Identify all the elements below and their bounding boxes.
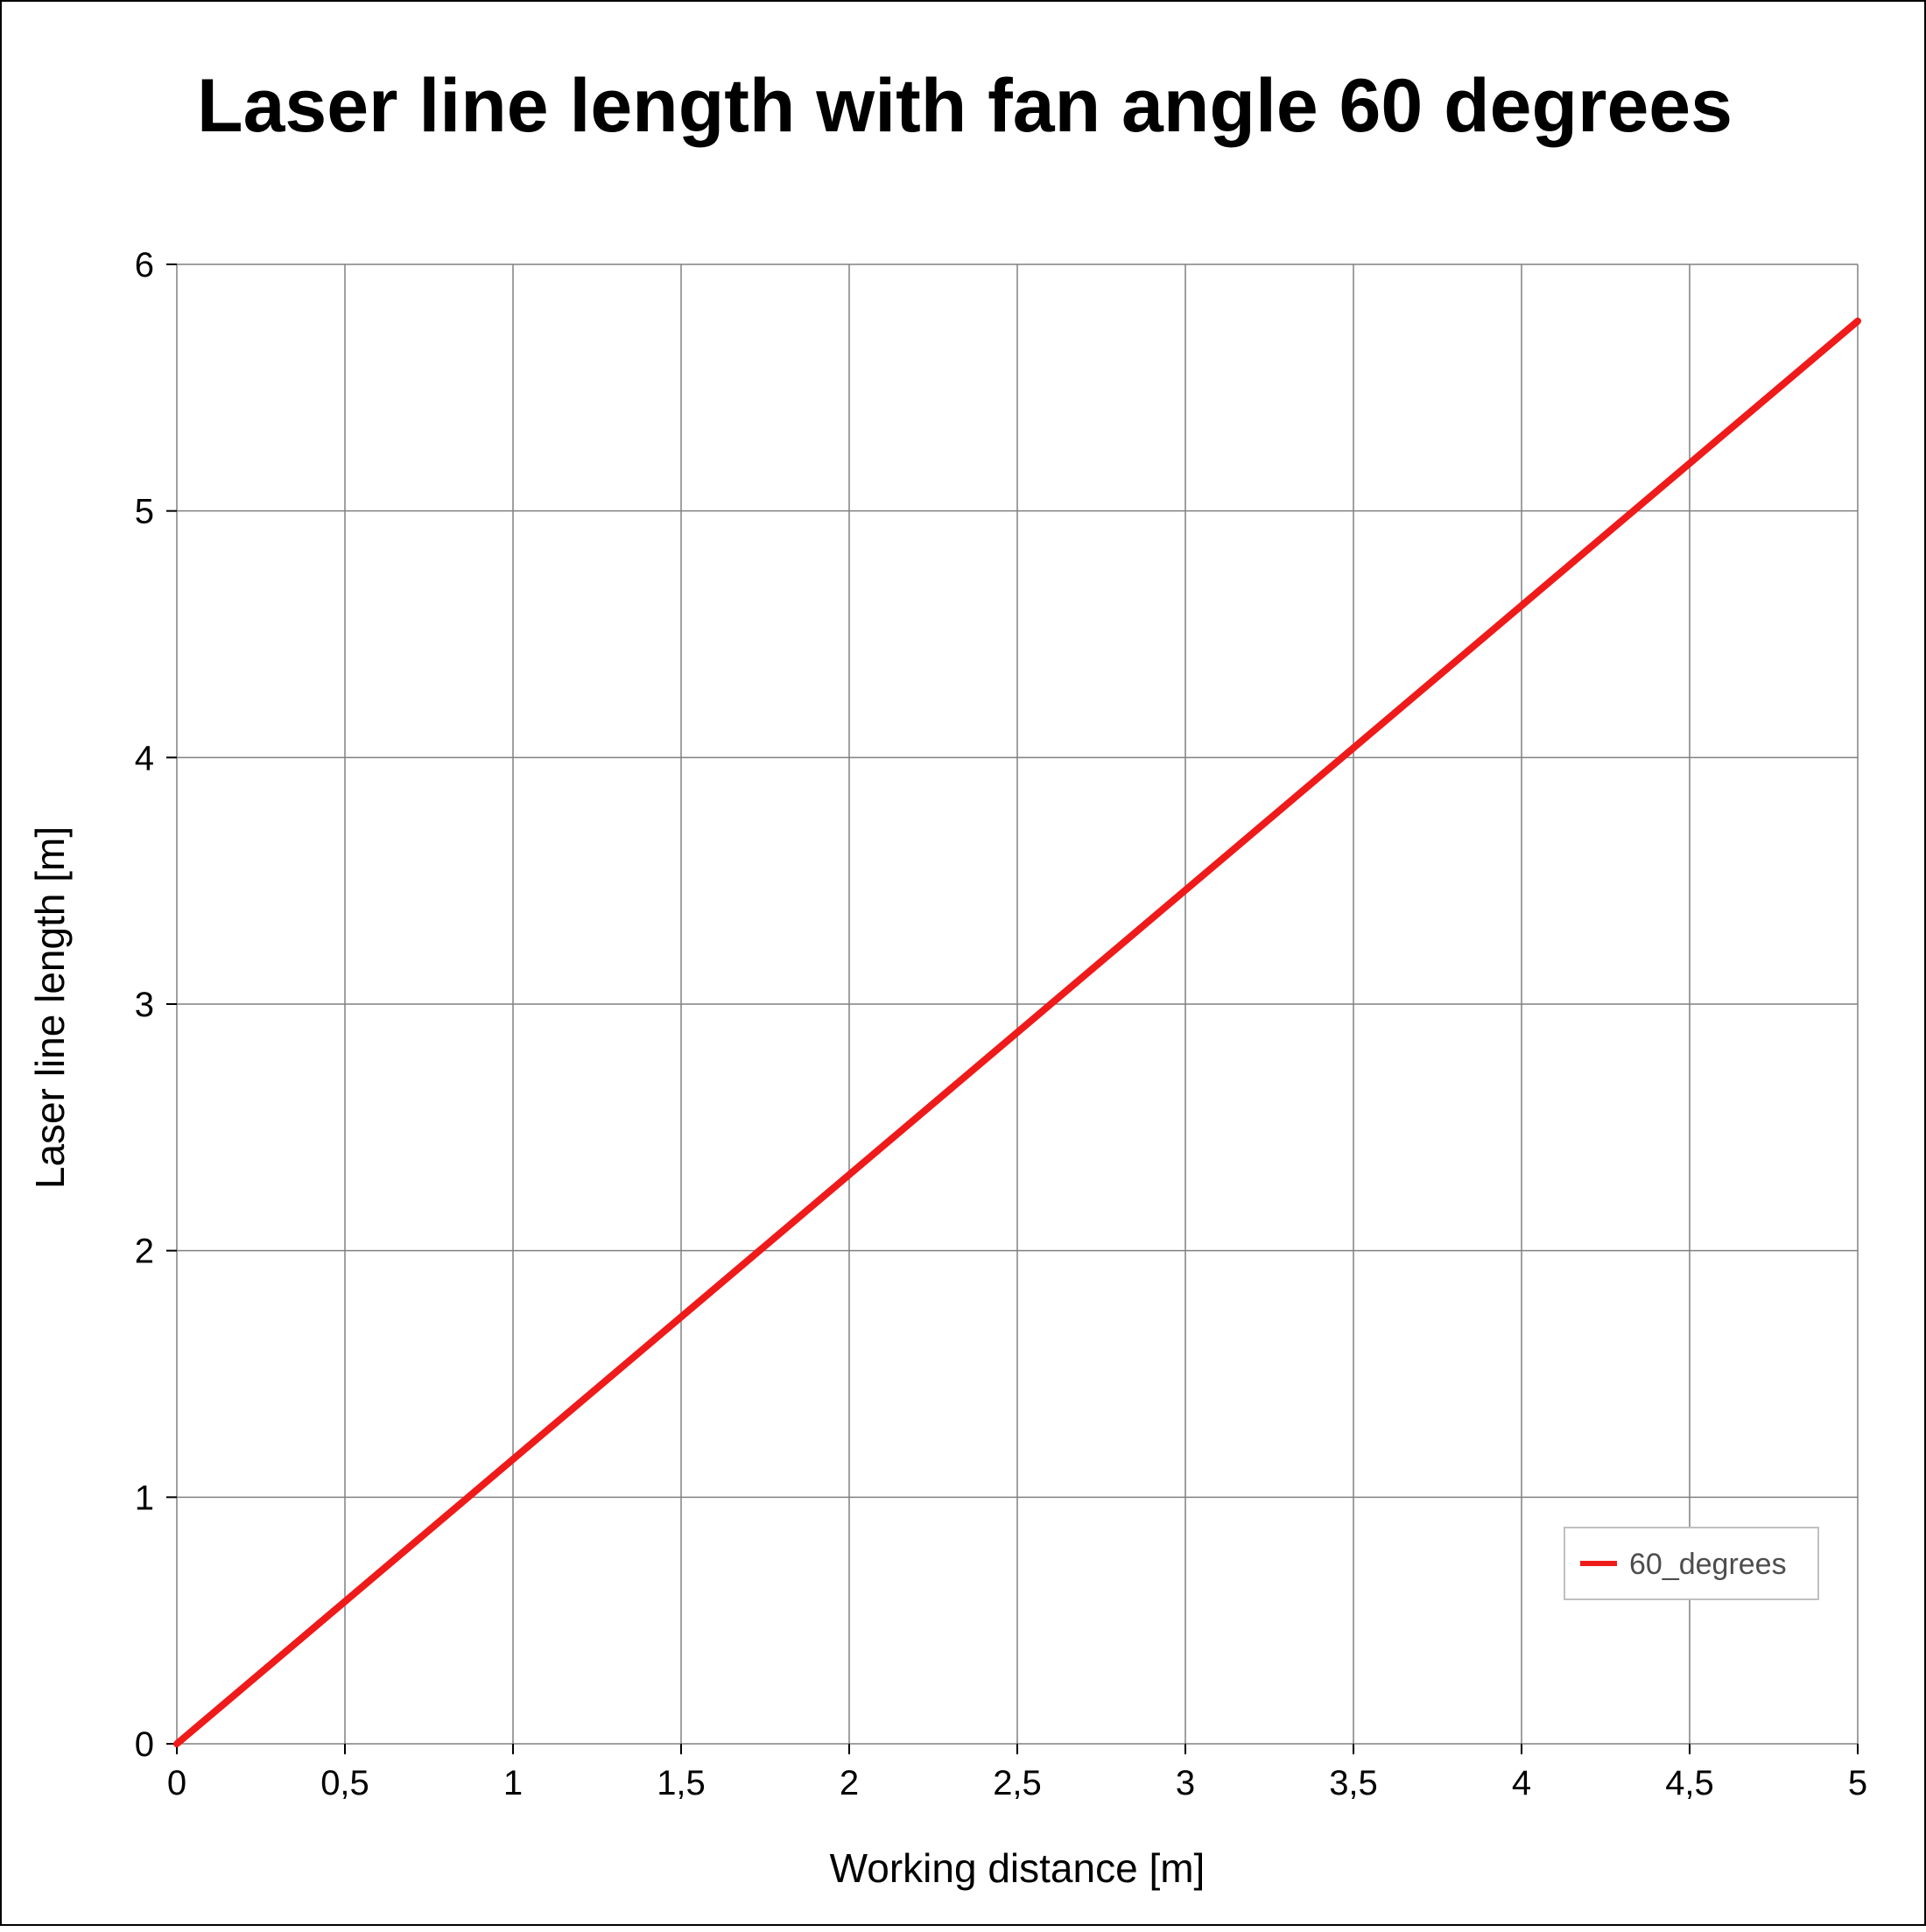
y-tick-label: 1 bbox=[135, 1479, 154, 1517]
x-tick-label: 4 bbox=[1512, 1764, 1531, 1802]
x-tick-label: 1,5 bbox=[657, 1764, 706, 1802]
x-tick-label: 1 bbox=[503, 1764, 523, 1802]
y-axis-label: Laser line length [m] bbox=[26, 268, 74, 1747]
y-tick-label: 0 bbox=[135, 1725, 154, 1764]
x-tick-label: 4,5 bbox=[1665, 1764, 1714, 1802]
x-axis-label: Working distance [m] bbox=[177, 1844, 1858, 1892]
y-tick-label: 2 bbox=[135, 1233, 154, 1271]
x-tick-label: 3 bbox=[1176, 1764, 1195, 1802]
y-tick-label: 6 bbox=[135, 246, 154, 285]
plot-svg: 0 0,5 1 1,5 2 2,5 3 3,5 4 4,5 5 0 1 2 3 4 5 6 60_degrees bbox=[2, 2, 1926, 1928]
chart-frame: Laser line length with fan angle 60 degr… bbox=[0, 0, 1926, 1926]
x-tick-label: 5 bbox=[1848, 1764, 1867, 1802]
plot-area-wrap: 0 0,5 1 1,5 2 2,5 3 3,5 4 4,5 5 0 1 2 3 4 5 6 60_degrees bbox=[2, 2, 1926, 1928]
legend-label: 60_degrees bbox=[1629, 1548, 1787, 1581]
x-tick-label: 3,5 bbox=[1329, 1764, 1378, 1802]
y-tick-label: 3 bbox=[135, 986, 154, 1024]
y-tick-label: 4 bbox=[135, 739, 154, 777]
x-tick-label: 2,5 bbox=[993, 1764, 1042, 1802]
x-tick-label: 2 bbox=[840, 1764, 859, 1802]
x-tick-label: 0 bbox=[167, 1764, 186, 1802]
y-tick-label: 5 bbox=[135, 493, 154, 531]
x-tick-label: 0,5 bbox=[320, 1764, 369, 1802]
